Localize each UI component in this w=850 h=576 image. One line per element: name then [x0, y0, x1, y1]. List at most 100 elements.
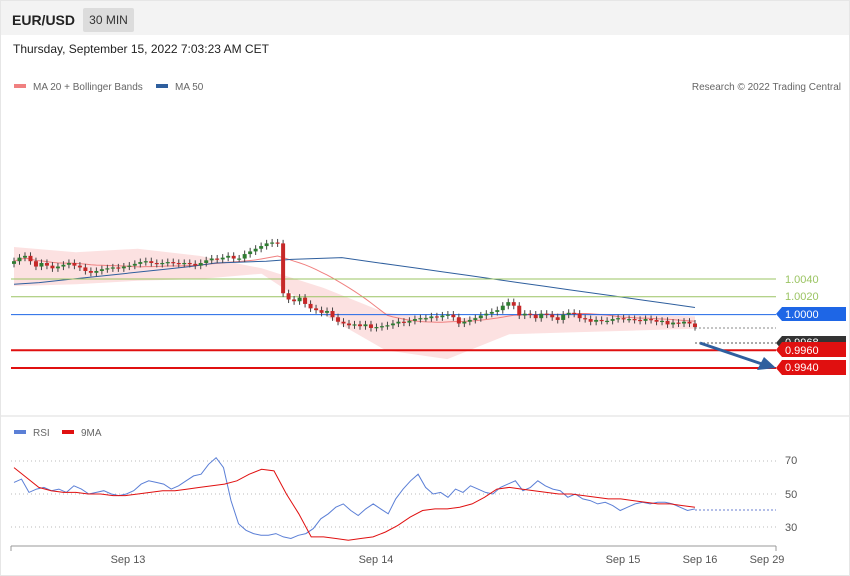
candle-body — [583, 318, 588, 320]
candle-body — [676, 322, 681, 324]
candle-body — [478, 315, 483, 319]
candle-body — [638, 319, 643, 322]
candle-body — [314, 308, 319, 311]
candle-body — [50, 265, 55, 269]
candle-body — [423, 318, 428, 320]
legend-ma50-swatch — [156, 84, 168, 88]
candle-body — [187, 262, 192, 265]
candle-body — [215, 258, 220, 260]
candle-body — [308, 303, 313, 309]
rsi-grid — [11, 460, 776, 528]
level-tag-0.9940 — [776, 360, 846, 375]
candle-body — [99, 269, 104, 271]
candle-body — [264, 243, 269, 247]
candle-body — [248, 251, 253, 255]
candle-body — [132, 263, 137, 266]
candle-body — [374, 327, 379, 329]
candle-body — [237, 258, 242, 260]
legend-ma50-label: MA 50 — [175, 82, 204, 93]
candle-body — [352, 324, 357, 326]
x-tick-label: Sep 15 — [606, 554, 641, 566]
candle-body — [303, 297, 308, 304]
candle-body — [605, 320, 610, 323]
credit-label: Research © 2022 Trading Central — [692, 82, 841, 93]
rsi-9ma-polyline — [13, 467, 696, 541]
candle-body — [445, 314, 450, 316]
candle-body — [599, 319, 604, 322]
candle-body — [116, 267, 121, 269]
candle-body — [610, 319, 615, 321]
candle-body — [566, 312, 571, 315]
candle-body — [682, 321, 687, 324]
candle-body — [467, 319, 472, 322]
timeframe-button[interactable]: 30 MIN — [83, 8, 134, 32]
candle-body — [165, 262, 170, 264]
candle-body — [182, 262, 187, 265]
candle-body — [572, 312, 577, 315]
x-tick-label: Sep 14 — [359, 554, 394, 566]
candle-body — [325, 311, 330, 313]
candle-body — [561, 314, 566, 320]
candle-body — [292, 299, 297, 302]
level-label-1.0020: 1.0020 — [785, 291, 819, 303]
candle-body — [154, 262, 159, 265]
candle-body — [577, 313, 582, 319]
candle-body — [407, 320, 412, 323]
forecast-arrow-head — [757, 357, 776, 370]
candle-body — [643, 319, 648, 321]
candle-body — [539, 313, 544, 319]
candle-body — [94, 270, 99, 273]
candle-body — [226, 255, 231, 258]
candle-body — [462, 321, 467, 324]
candle-body — [671, 322, 676, 325]
candle-body — [275, 242, 280, 244]
candle-body — [281, 243, 286, 294]
legend-rsi-label: RSI — [33, 428, 50, 439]
rsi-tick-label: 50 — [785, 489, 797, 501]
forecast-arrow — [699, 341, 776, 370]
bollinger-band-fill — [14, 247, 695, 360]
level-tag-1.0000 — [776, 307, 846, 321]
forecast-arrow-shaft — [699, 341, 763, 366]
candle-body — [193, 263, 198, 266]
candle-body — [484, 313, 489, 316]
candle-body — [110, 267, 115, 269]
candle-body — [319, 310, 324, 313]
rsi-lines — [13, 456, 696, 541]
candle-body — [127, 265, 132, 267]
legend-9ma-swatch — [62, 430, 74, 434]
legend-ma20-label: MA 20 + Bollinger Bands — [33, 82, 143, 93]
candle-body — [440, 315, 445, 318]
candle-body — [495, 310, 500, 312]
candle-body — [66, 262, 71, 265]
support-resistance-levels — [11, 278, 776, 369]
header-bar: EUR/USD 30 MIN — [1, 1, 849, 35]
candle-body — [412, 319, 417, 321]
candle-body — [511, 302, 516, 306]
candle-body — [500, 305, 505, 311]
candle-body — [588, 319, 593, 322]
candle-body — [55, 266, 60, 269]
x-tick-label: Sep 29 — [750, 554, 785, 566]
candle-body — [627, 319, 632, 321]
candle-body — [616, 318, 621, 320]
candle-body — [368, 324, 373, 328]
candle-body — [138, 262, 143, 264]
candle-body — [143, 261, 148, 263]
x-tick-label: Sep 13 — [111, 554, 146, 566]
candle-body — [160, 262, 165, 265]
rsi-tick-label: 70 — [785, 455, 797, 467]
candle-body — [363, 324, 368, 327]
level-tag-0.9960 — [776, 342, 846, 357]
candle-body — [176, 262, 181, 265]
candle-body — [149, 261, 154, 263]
candle-body — [231, 255, 236, 259]
legend-rsi-swatch — [14, 430, 26, 434]
candle-body — [550, 314, 555, 318]
legend-ma20-swatch — [14, 84, 26, 88]
candle-body — [489, 311, 494, 314]
x-tick-label: Sep 16 — [683, 554, 718, 566]
candle-body — [390, 323, 395, 326]
candle-body — [517, 305, 522, 316]
candle-body — [171, 262, 176, 264]
